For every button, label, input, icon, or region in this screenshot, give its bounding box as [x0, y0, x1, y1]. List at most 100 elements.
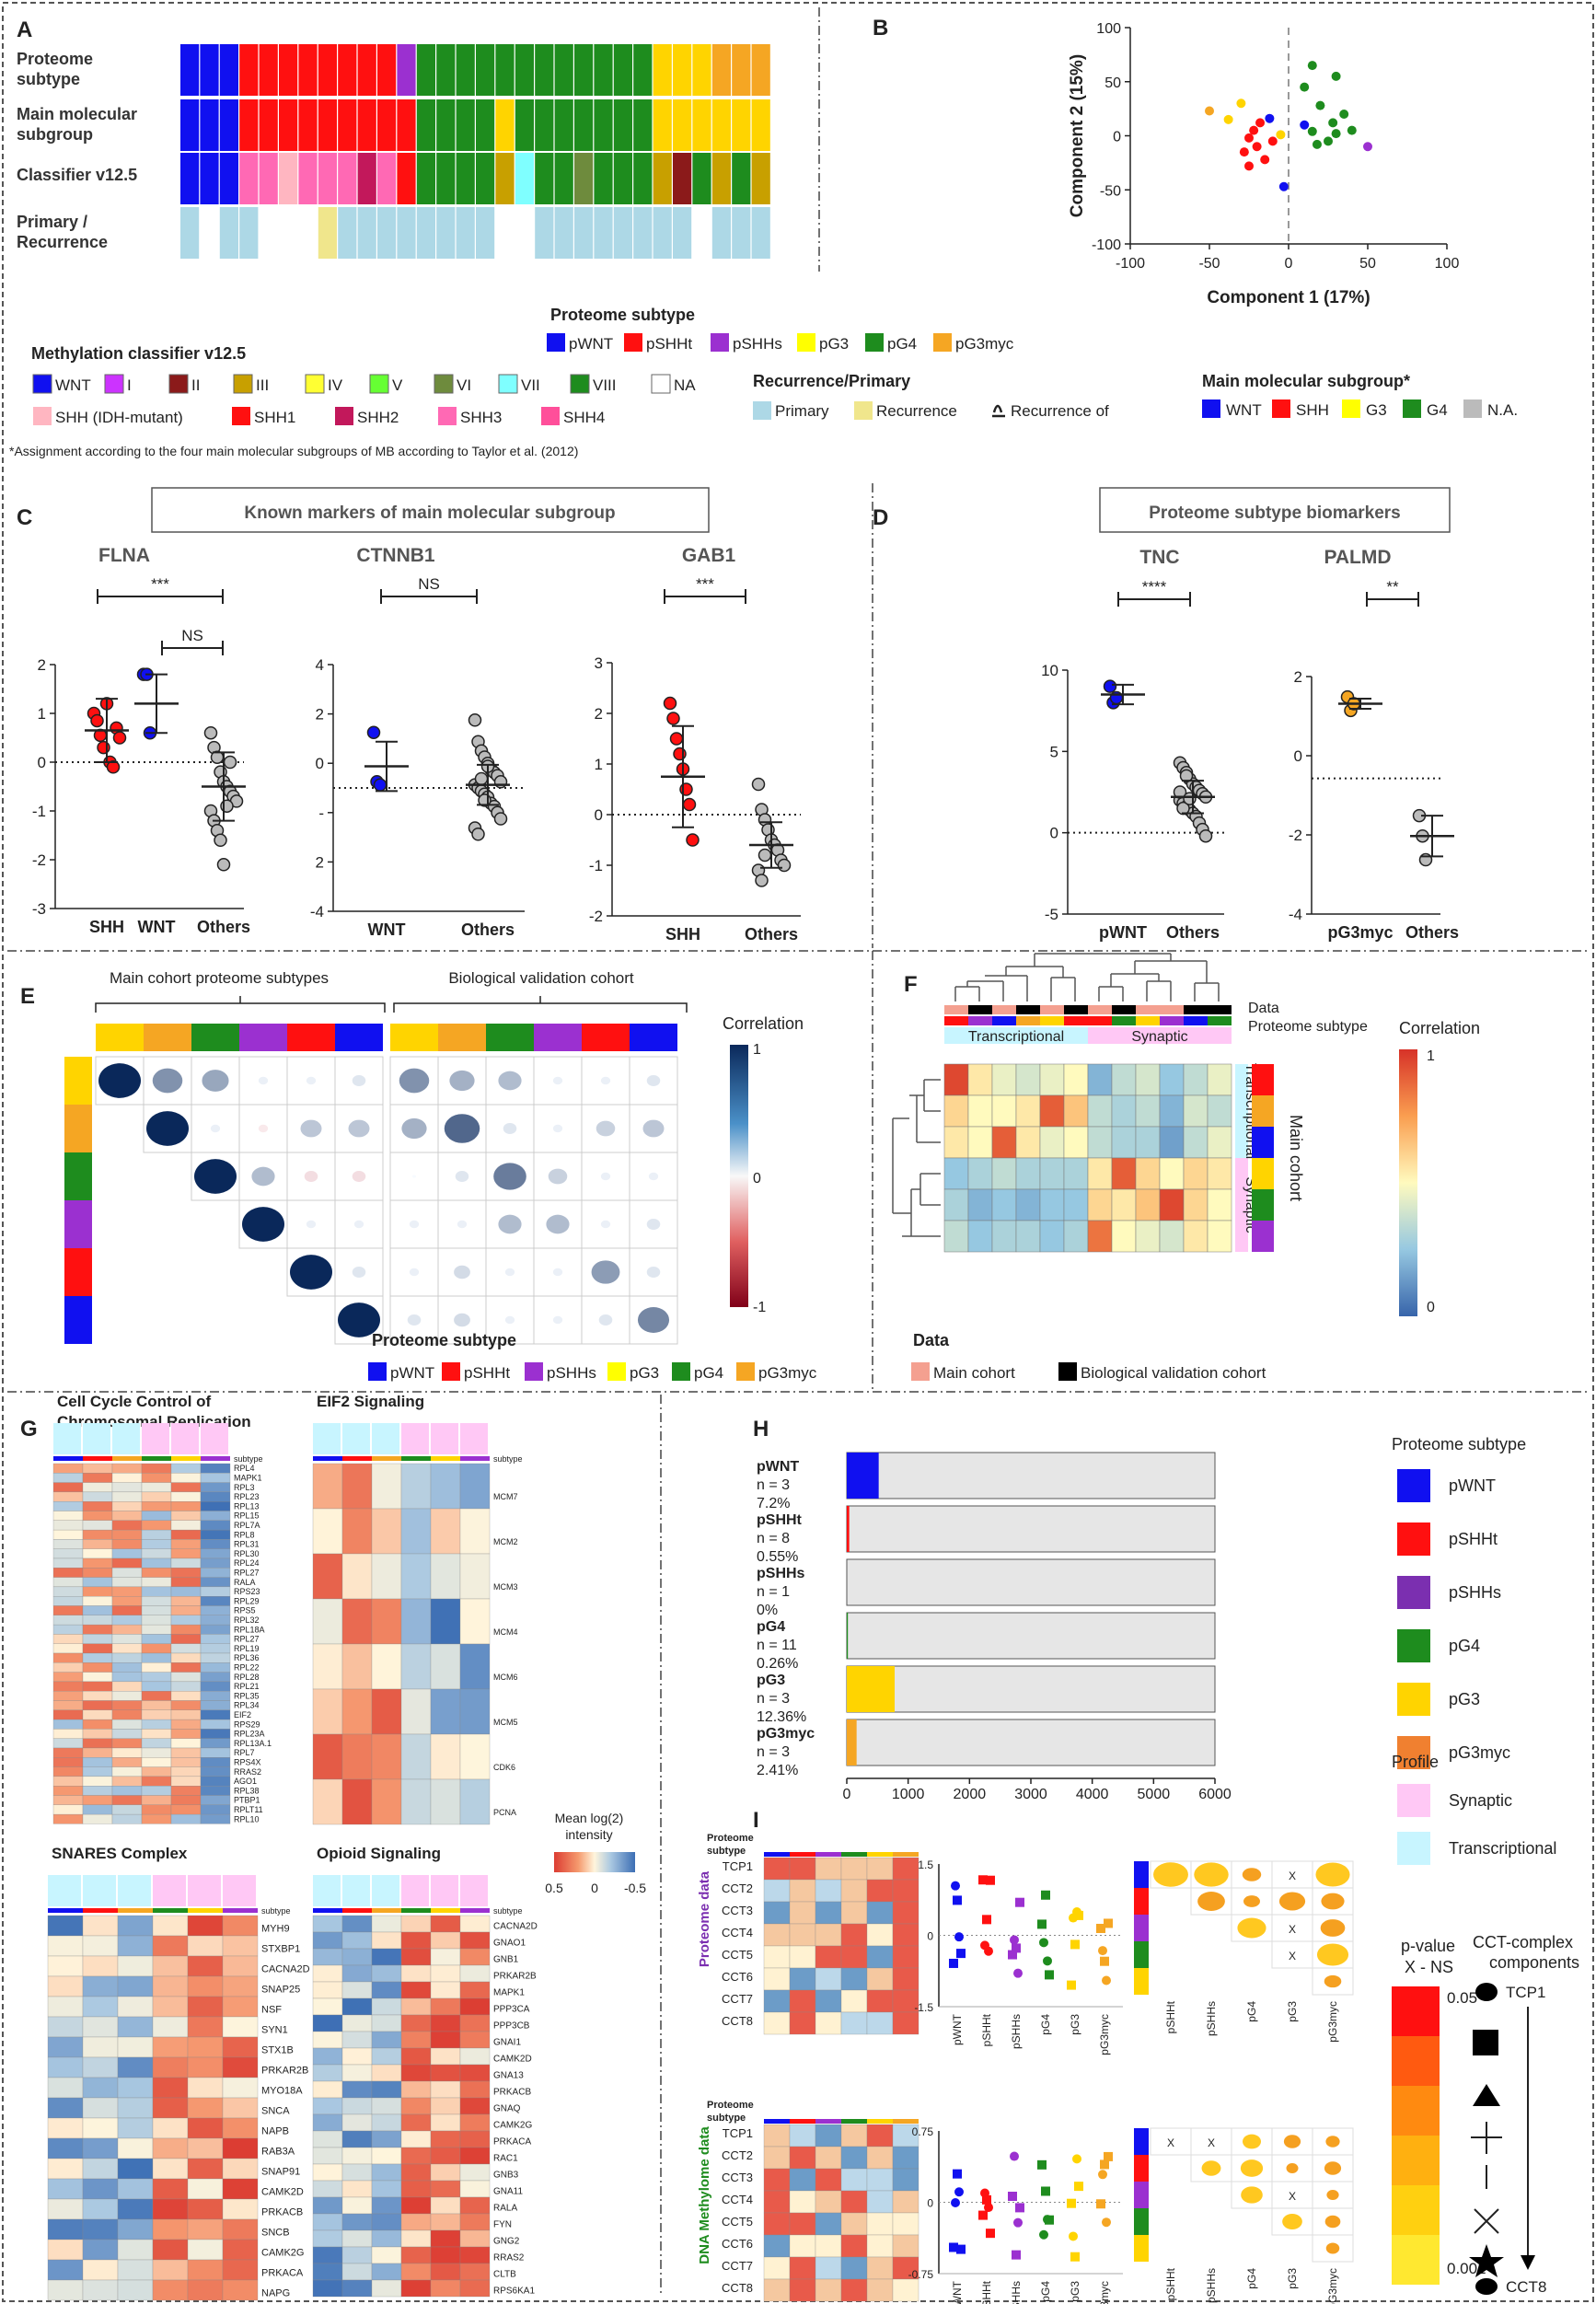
dot-y-tick-label: 1 [38, 705, 46, 723]
legend-a-meth-label: NA [674, 376, 696, 394]
e-corr-ellipse [637, 1307, 670, 1333]
i-corr-x-label: pG3 [1286, 2268, 1299, 2289]
i-heat-cell [892, 2011, 919, 2035]
g-heat-cell [430, 2097, 461, 2115]
g-heat-cell [141, 1529, 172, 1540]
g-heat-cell [47, 1955, 84, 1977]
f-heat-cell [967, 1094, 993, 1128]
g-heat-cell [111, 1795, 143, 1805]
b-point [1347, 125, 1357, 135]
g-subtype-cell [53, 1456, 83, 1461]
legend-ef-swatch [736, 1362, 755, 1381]
dot-point [751, 777, 766, 792]
g-heat-cell [82, 2117, 119, 2139]
i-dot-cat: pG3 [1069, 2014, 1081, 2035]
i-dot-marker [953, 2169, 962, 2179]
g-heat-cell [170, 1681, 202, 1692]
i-corr-x: X [1289, 2190, 1296, 2203]
g-heat-cell [47, 2239, 84, 2261]
i-pval-bar [1392, 1986, 1440, 2036]
i-gene-label: CCT5 [722, 2215, 753, 2229]
g-heat-cell [170, 1738, 202, 1749]
g-heat-cell [400, 2163, 432, 2182]
h-x-tick-label: 0 [843, 1787, 851, 1802]
g-heat-cell [400, 1643, 432, 1690]
g-heat-cell [117, 2279, 154, 2301]
g-heat-cell [170, 1596, 202, 1606]
i-gene-label: CCT2 [722, 1881, 753, 1895]
i-heat-cell [840, 1923, 868, 1947]
g-heat-cell [52, 1596, 84, 1606]
c-box-label: Known markers of main molecular subgroup [244, 504, 615, 523]
b-point [1300, 82, 1310, 92]
i-pval-title: p-value [1401, 1937, 1455, 1955]
h-bar-bg [846, 1505, 1216, 1553]
g-gene-label: RPL13 [234, 1501, 260, 1511]
f-heat-cell [1039, 1126, 1065, 1159]
g-heat-cell [141, 1511, 172, 1521]
i-gene-label: CCT6 [722, 2237, 753, 2251]
b-point [1260, 155, 1270, 165]
i-heat-cell [815, 2278, 842, 2302]
g-heat-cell [200, 1672, 231, 1683]
a-track-cell [219, 44, 238, 96]
legend-a-proteome-label: pG4 [887, 335, 917, 353]
triangle-marker [1473, 2084, 1500, 2106]
a-track-cell [751, 99, 770, 151]
g-heat-cell [371, 1598, 402, 1645]
g-heat-cell [312, 1997, 343, 2016]
g-heat-cell [170, 1813, 202, 1824]
a-track-cell [594, 153, 613, 204]
i-heat-cell [866, 1857, 894, 1881]
i-dot-marker [1012, 1943, 1021, 1953]
g-heat-cell [82, 2198, 119, 2220]
g-gene-label: CDK6 [493, 1763, 515, 1772]
dot-x-label: Others [745, 925, 798, 944]
g-heat-cell [111, 1529, 143, 1540]
g-heat-cell [170, 1473, 202, 1483]
legend-ef-data-title: Data [913, 1331, 950, 1349]
g-heat-cell [222, 2036, 259, 2058]
g-heat-cell [400, 1931, 432, 1950]
a-track-cell [554, 44, 573, 96]
g-heat-title: Opioid Signaling [317, 1845, 441, 1862]
b-point [1300, 120, 1310, 130]
b-x-tick-label: -50 [1198, 256, 1220, 272]
legend-a-proteome-swatch [711, 333, 729, 352]
i-corr-ellipse [1153, 1862, 1188, 1887]
g-heat-cell [141, 1795, 172, 1805]
f-heat-cell [1111, 1094, 1137, 1128]
i-corr-x-label: pG4 [1245, 2268, 1258, 2289]
g-heat-cell [459, 2196, 491, 2215]
g-heat-cell [82, 2097, 119, 2119]
f-heat-cell [991, 1188, 1017, 1221]
g-heat-cell [47, 2198, 84, 2220]
g-profile-cell [112, 1423, 140, 1454]
f-subtype-bar [1040, 1016, 1064, 1025]
g-heat-cell [170, 1539, 202, 1549]
dot-x-label: pG3myc [1327, 923, 1393, 942]
i-heat-cell [815, 2011, 842, 2035]
g-gene-label: RPL19 [234, 1644, 260, 1653]
g-heat-cell [170, 1482, 202, 1493]
f-heat-cell [1087, 1126, 1113, 1159]
legend-a-proteome-label: pG3 [819, 335, 849, 353]
f-side-subtype [1252, 1127, 1274, 1158]
dot-point [1183, 792, 1197, 805]
legend-a-footnote: *Assignment according to the four main m… [9, 444, 578, 458]
g-heat-cell [152, 1975, 189, 1997]
g-heat-cell [111, 1729, 143, 1739]
g-heat-cell [170, 1615, 202, 1626]
b-point [1205, 106, 1214, 116]
g-heat-cell [111, 1634, 143, 1644]
a-track-cell [476, 153, 495, 204]
a-track-cell [436, 99, 456, 151]
g-gene-label: MCM3 [493, 1582, 518, 1592]
g-gene-label: MAPK1 [234, 1474, 262, 1483]
b-point [1328, 118, 1338, 128]
a-track-cell [653, 207, 672, 259]
g-heat-cell [52, 1662, 84, 1673]
i-corr-x: X [1289, 1923, 1296, 1936]
a-row-label: Proteome [17, 50, 93, 68]
f-heat-cell [1015, 1188, 1041, 1221]
